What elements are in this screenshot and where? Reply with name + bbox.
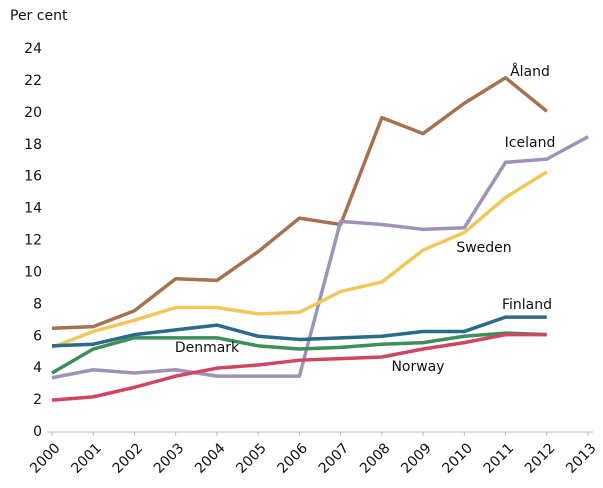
x-tick-label: 2009 bbox=[398, 440, 435, 477]
line-series bbox=[51, 332, 547, 402]
x-tick-label: 2010 bbox=[439, 440, 476, 477]
y-tick-label: 8 bbox=[33, 296, 42, 312]
line-series bbox=[51, 315, 547, 348]
series-label: Sweden bbox=[456, 240, 511, 256]
y-tick-label: 12 bbox=[24, 233, 42, 249]
x-tick-label: 2008 bbox=[357, 440, 394, 477]
x-tick-label: 2003 bbox=[151, 440, 188, 477]
y-tick-label: 14 bbox=[24, 201, 42, 217]
line-series bbox=[51, 170, 548, 350]
y-tick-label: 10 bbox=[24, 264, 42, 280]
y-tick-label: 4 bbox=[33, 360, 42, 376]
y-tick-label: 18 bbox=[24, 137, 42, 153]
x-tick-label: 2013 bbox=[563, 440, 600, 477]
series-label: Denmark bbox=[175, 340, 240, 356]
x-tick-label: 2002 bbox=[110, 440, 147, 477]
x-tick-label: 2005 bbox=[233, 440, 270, 477]
x-tick-label: 2001 bbox=[68, 440, 105, 477]
x-tick-label: 2006 bbox=[275, 440, 312, 477]
y-tick-label: 16 bbox=[24, 169, 42, 185]
series-label: Iceland bbox=[505, 135, 556, 151]
y-tick-label: 0 bbox=[33, 424, 42, 440]
x-tick-label: 2004 bbox=[192, 440, 229, 477]
x-tick-label: 2012 bbox=[522, 440, 559, 477]
series-label: Åland bbox=[510, 63, 550, 80]
x-tick-label: 2000 bbox=[27, 440, 64, 477]
x-tick-label: 2007 bbox=[316, 440, 353, 477]
line-series bbox=[51, 135, 589, 380]
series-label: Finland bbox=[502, 297, 552, 313]
y-tick-label: 20 bbox=[24, 105, 42, 121]
y-tick-label: 6 bbox=[33, 328, 42, 344]
series-label: Norway bbox=[391, 359, 444, 375]
y-axis-label: Per cent bbox=[10, 8, 68, 24]
y-tick-label: 2 bbox=[33, 392, 42, 408]
line-series bbox=[51, 75, 548, 331]
y-tick-label: 22 bbox=[24, 73, 42, 89]
line-series bbox=[51, 331, 547, 375]
x-tick-label: 2011 bbox=[481, 440, 518, 477]
y-tick-label: 24 bbox=[24, 41, 42, 57]
